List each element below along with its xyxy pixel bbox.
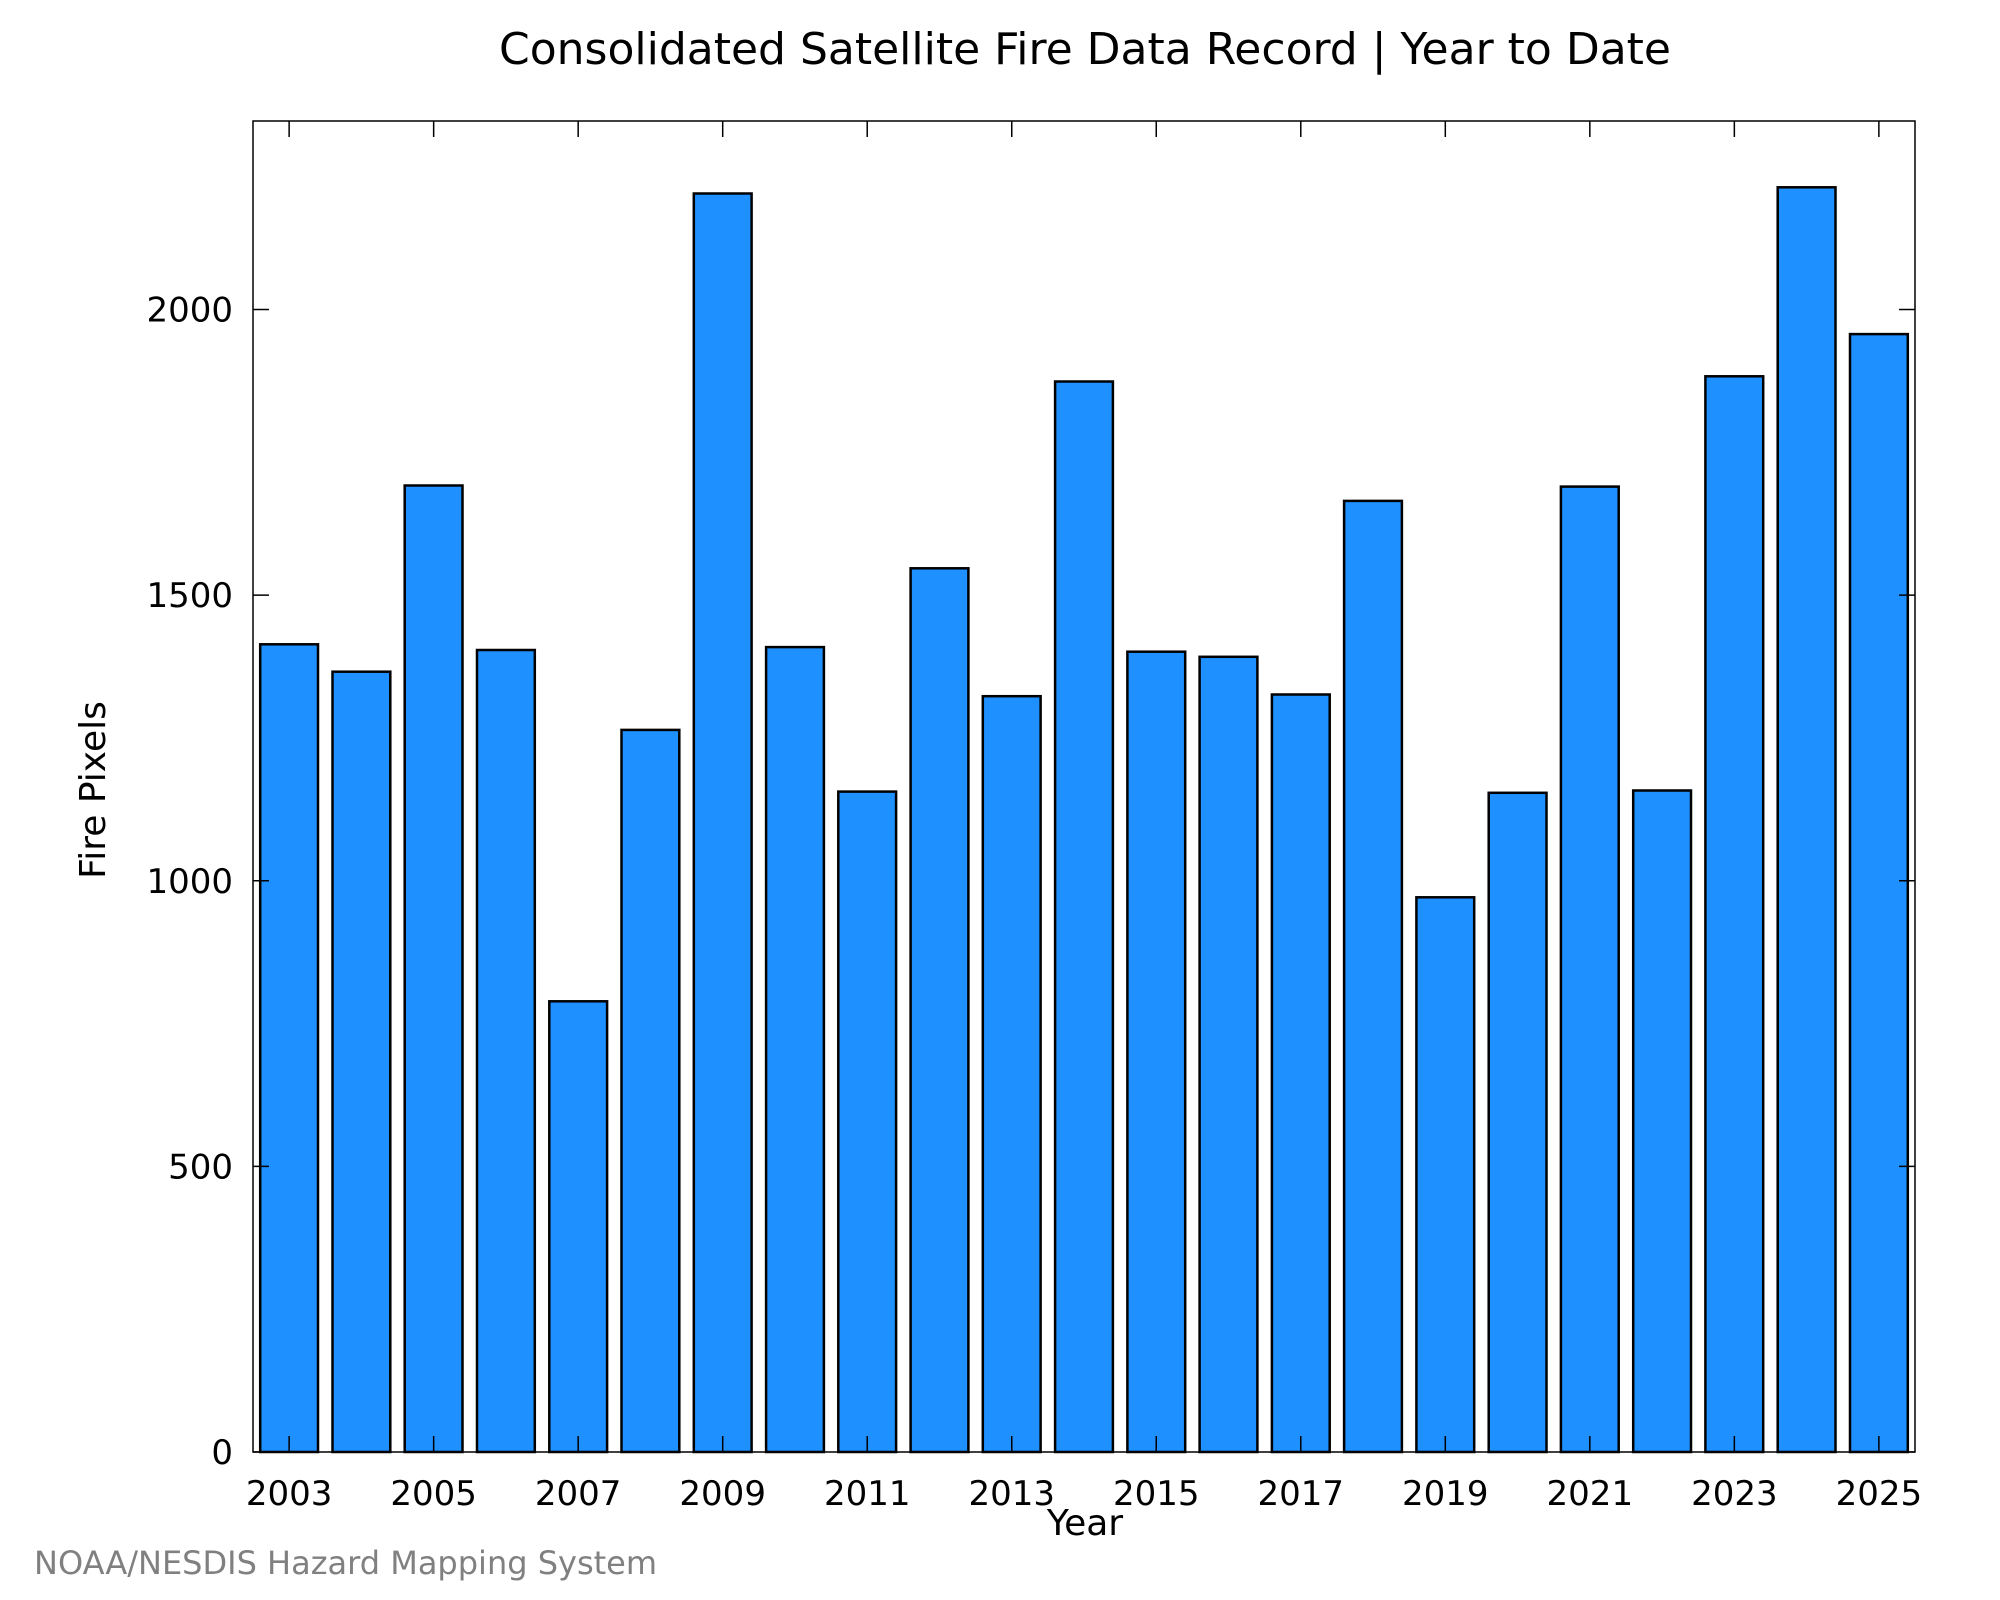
bar-2013 — [981, 694, 1042, 1454]
bar-2015 — [1126, 650, 1187, 1454]
bar-2024 — [1776, 186, 1837, 1454]
x-tick-label: 2005 — [390, 1474, 477, 1514]
x-tick-label: 2013 — [968, 1474, 1055, 1514]
bar-2022 — [1631, 789, 1693, 1454]
bar-2025 — [1848, 332, 1910, 1454]
x-tick-label: 2017 — [1258, 1474, 1345, 1514]
chart-title: Consolidated Satellite Fire Data Record … — [499, 24, 1671, 75]
bar-2012 — [909, 567, 970, 1454]
x-tick-label: 2009 — [679, 1474, 766, 1514]
y-axis-label: Fire Pixels — [73, 701, 114, 879]
bar-2007 — [548, 1000, 609, 1454]
bar-2018 — [1342, 499, 1404, 1454]
source-credit: NOAA/NESDIS Hazard Mapping System — [34, 1544, 658, 1582]
bar-2011 — [837, 790, 898, 1454]
y-tick-label: 2000 — [146, 291, 233, 331]
bar-2023 — [1704, 375, 1765, 1454]
x-tick-label: 2023 — [1691, 1474, 1778, 1514]
bar-2017 — [1270, 693, 1331, 1454]
y-tick-label: 1500 — [146, 576, 233, 616]
x-tick-label: 2003 — [246, 1474, 333, 1514]
bar-2009 — [692, 192, 753, 1454]
bar-2008 — [620, 728, 681, 1454]
bar-2003 — [258, 643, 320, 1454]
axis-ticks-group: 0 500 1000 1500 2000 2003 2005 2007 2009 2011 2013… — [146, 121, 1922, 1514]
x-tick-label: 2015 — [1113, 1474, 1200, 1514]
bar-2006 — [475, 648, 537, 1454]
bar-2020 — [1487, 791, 1548, 1454]
bar-2004 — [331, 670, 392, 1454]
y-tick-label: 0 — [211, 1433, 233, 1473]
x-tick-label: 2019 — [1402, 1474, 1489, 1514]
y-tick-label: 1000 — [146, 862, 233, 902]
y-tick-label: 500 — [168, 1147, 233, 1187]
bar-2005 — [403, 484, 464, 1454]
x-axis-label: Year — [1046, 1503, 1123, 1544]
x-tick-label: 2011 — [824, 1474, 911, 1514]
x-tick-label: 2007 — [535, 1474, 622, 1514]
bar-2010 — [764, 645, 826, 1454]
bar-2019 — [1415, 896, 1476, 1454]
bar-2014 — [1053, 380, 1115, 1454]
bar-2021 — [1559, 485, 1620, 1454]
bars-group — [258, 186, 1910, 1454]
x-tick-label: 2021 — [1547, 1474, 1634, 1514]
bar-2016 — [1198, 655, 1259, 1454]
x-tick-label: 2025 — [1836, 1474, 1923, 1514]
